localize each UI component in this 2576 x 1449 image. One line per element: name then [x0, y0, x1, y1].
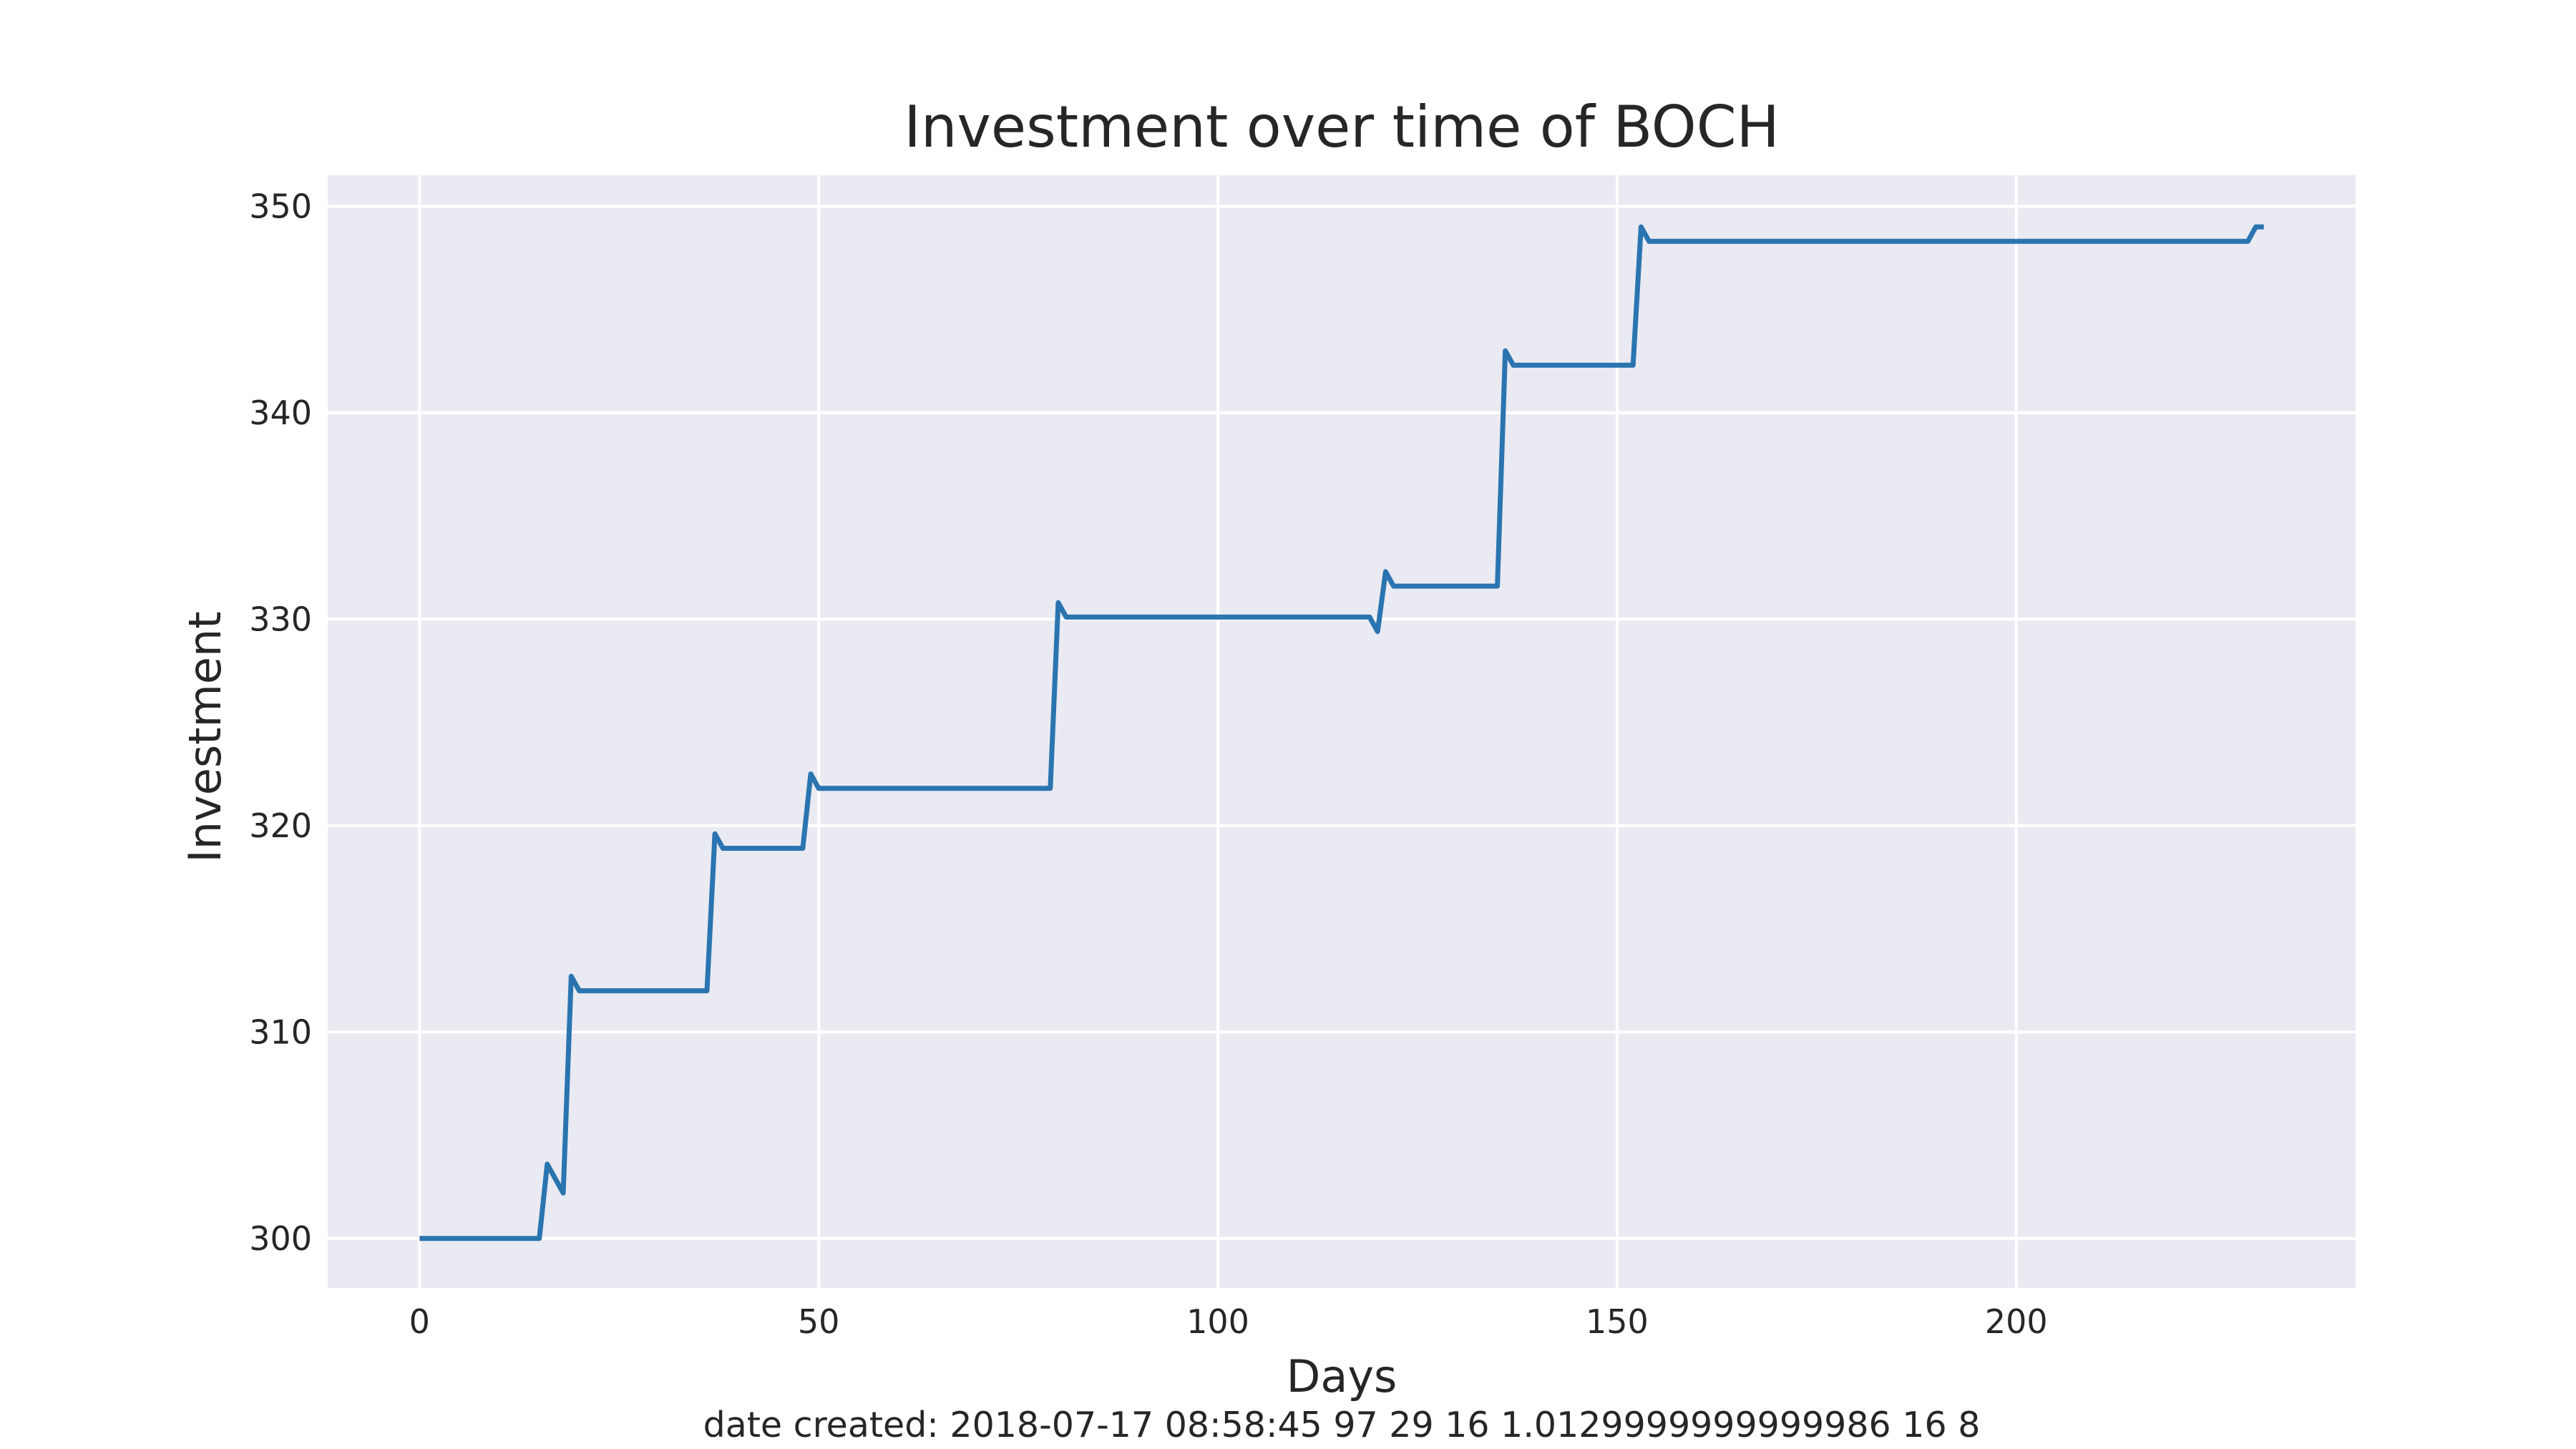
x-axis-label: Days: [1287, 1350, 1397, 1402]
y-tick-label: 350: [249, 187, 312, 225]
chart-title: Investment over time of BOCH: [904, 94, 1780, 160]
y-tick-label: 310: [249, 1013, 312, 1051]
x-tick-label: 100: [1186, 1302, 1249, 1341]
y-tick-label: 340: [249, 394, 312, 432]
x-tick-label: 50: [798, 1302, 840, 1341]
x-tick-label: 0: [409, 1302, 430, 1341]
y-tick-label: 300: [249, 1219, 312, 1258]
date-created-footer: date created: 2018-07-17 08:58:45 97 29 …: [703, 1405, 1981, 1445]
y-tick-label: 320: [249, 806, 312, 845]
x-tick-label: 200: [1985, 1302, 2048, 1341]
y-tick-label: 330: [249, 600, 312, 638]
x-tick-label: 150: [1586, 1302, 1649, 1341]
plot-background: [328, 175, 2356, 1288]
y-axis-label: Investment: [179, 611, 231, 862]
investment-series-line: [419, 224, 2264, 1241]
plot-area: 0 50 100 150 200 300 310 320 330 340 350: [249, 175, 2356, 1341]
